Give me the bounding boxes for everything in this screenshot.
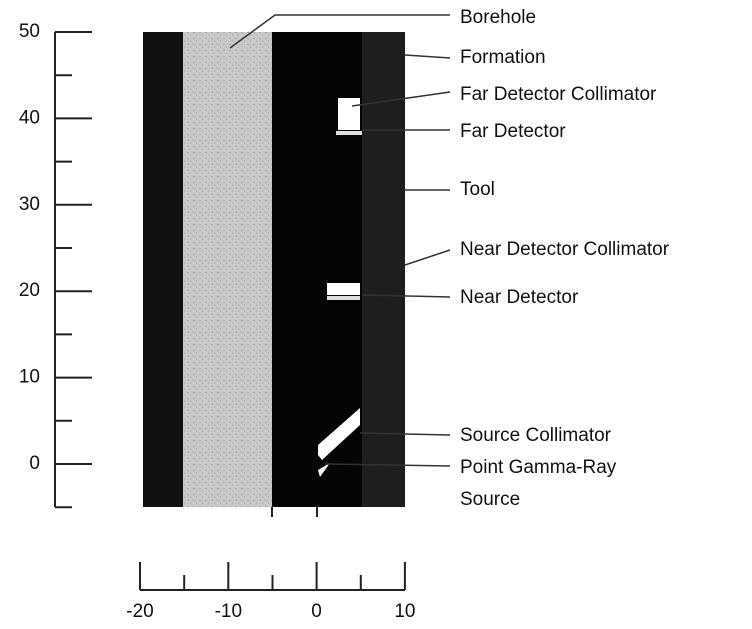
x-tick-label: 0: [311, 601, 322, 622]
label: Far Detector: [460, 121, 566, 142]
x-tick-label: -20: [126, 601, 153, 622]
leader: [229, 14, 450, 49]
leader: [404, 54, 451, 59]
label: Near Detector Collimator: [460, 239, 670, 260]
y-tick-label: 40: [19, 107, 40, 128]
leader: [324, 463, 451, 467]
source: [318, 463, 330, 477]
near-detector: [327, 296, 360, 300]
y-tick-label: 0: [29, 453, 40, 474]
leader: [351, 91, 451, 107]
leaders: [229, 14, 451, 467]
y-tick-label: 30: [19, 194, 40, 215]
label: Near Detector: [460, 287, 579, 308]
y-tick-label: 20: [19, 280, 40, 301]
leader: [404, 249, 451, 266]
near-collimator: [327, 283, 360, 295]
leader: [359, 432, 451, 436]
label: Source Collimator: [460, 425, 612, 446]
x-tick-label: 10: [394, 601, 415, 622]
label: Point Gamma-Ray: [460, 457, 617, 478]
label: Tool: [460, 179, 495, 200]
label: Formation: [460, 47, 546, 68]
y-tick-label: 50: [19, 21, 40, 42]
leader: [361, 294, 451, 298]
borehole: [183, 32, 272, 507]
label: Borehole: [460, 7, 536, 28]
far-detector: [336, 131, 362, 135]
far-collimator: [338, 98, 360, 130]
label: Source: [460, 489, 520, 510]
formation-right: [362, 32, 405, 507]
source-collimator: [318, 408, 360, 460]
formation-left: [143, 32, 183, 507]
x-tick-label: -10: [215, 601, 242, 622]
geometry: [143, 32, 405, 517]
label: Far Detector Collimator: [460, 84, 657, 105]
y-tick-label: 10: [19, 367, 40, 388]
